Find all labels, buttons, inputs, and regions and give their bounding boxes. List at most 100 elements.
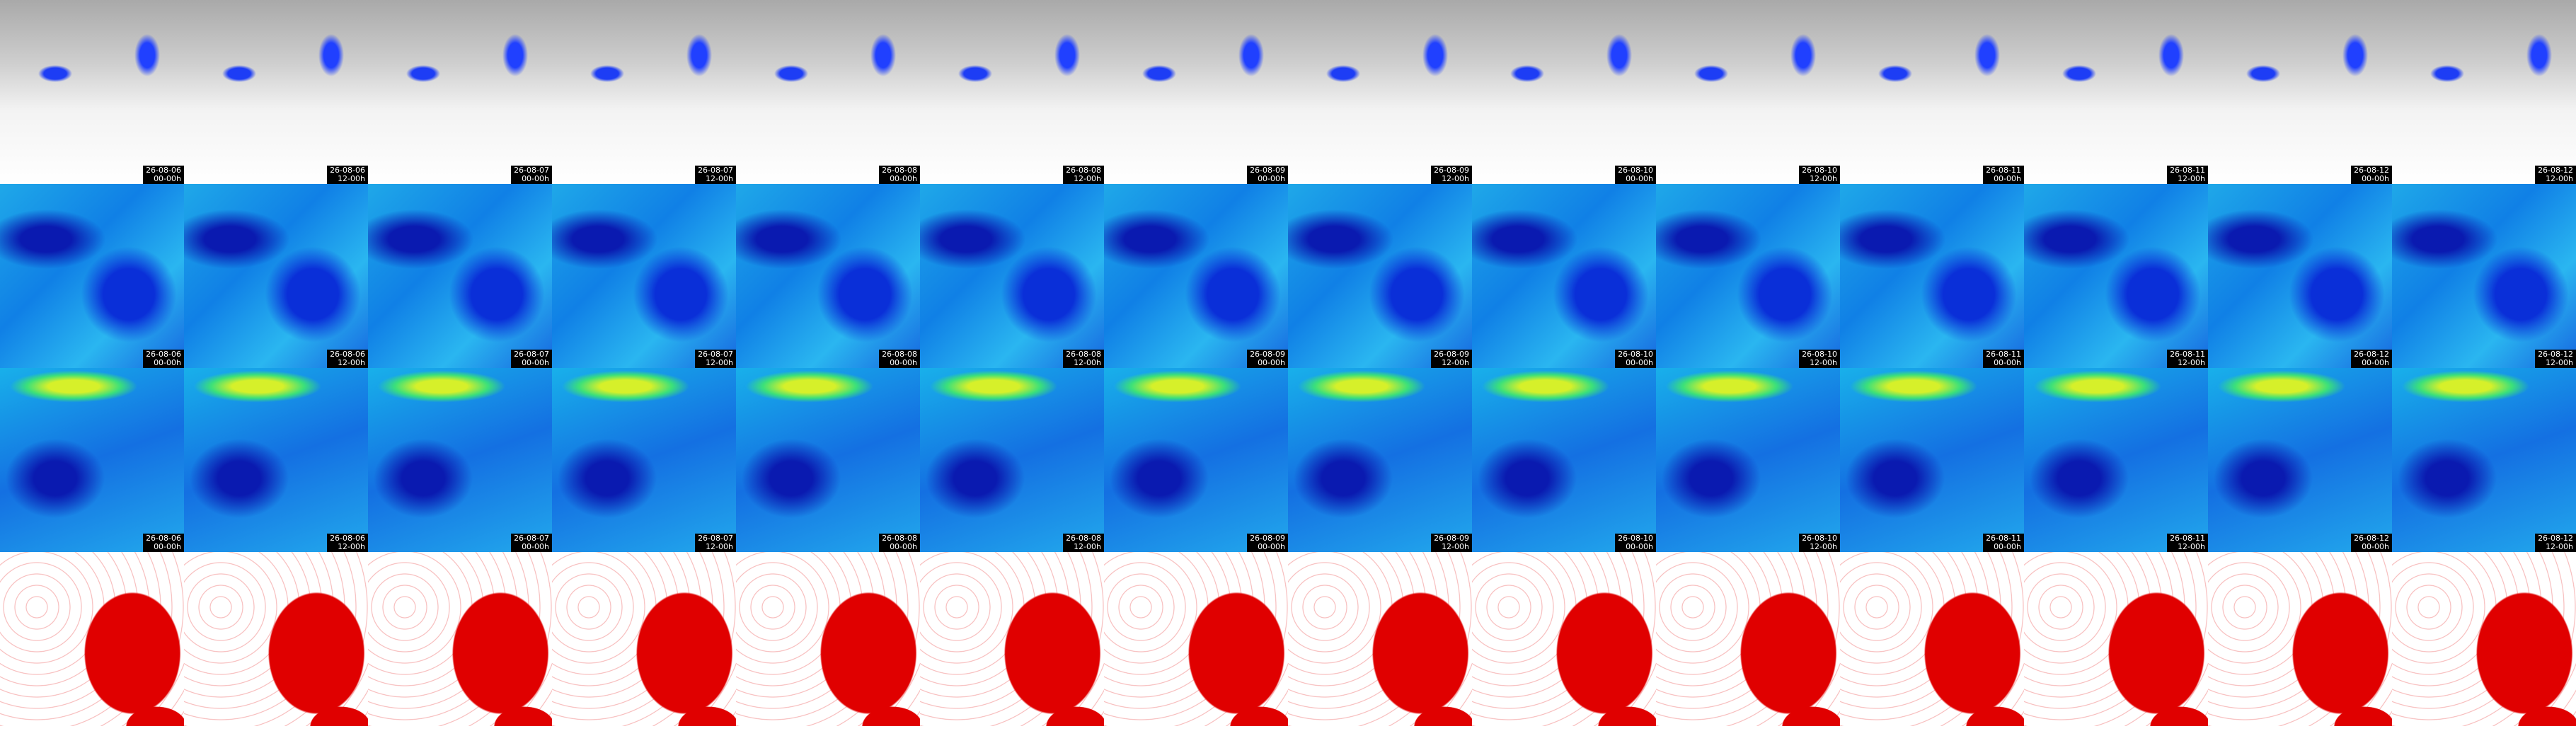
footer-strip [1656, 726, 1840, 736]
satellite-map: 26-08-10 00-00h [1472, 0, 1656, 184]
wind-gust-map: 26-08-09 00-00h [1104, 368, 1288, 552]
timestamp-date: 26-08-11 [1986, 350, 2021, 359]
timestamp-date: 26-08-10 [1618, 534, 1653, 543]
timestamp-date: 26-08-12 [2354, 166, 2389, 175]
timestamp-label: 26-08-10 00-00h [1615, 166, 1656, 184]
satellite-map: 26-08-09 00-00h [1104, 0, 1288, 184]
timestamp-date: 26-08-10 [1618, 350, 1653, 359]
timestamp-date: 26-08-06 [330, 534, 365, 543]
timestamp-label: 26-08-11 12-00h [2167, 534, 2208, 552]
timestamp-label: 26-08-08 00-00h [879, 534, 920, 552]
footer-strip [736, 726, 920, 736]
wind-gust-map: 26-08-06 12-00h [184, 368, 368, 552]
timestamp-time: 12-00h [1442, 542, 1469, 551]
timestamp-label: 26-08-06 12-00h [327, 534, 368, 552]
timestamp-time: 12-00h [338, 358, 365, 367]
pressure-map [1656, 552, 1840, 736]
timestamp-label: 26-08-07 12-00h [695, 350, 736, 368]
timestamp-label: 26-08-11 00-00h [1983, 350, 2024, 368]
timestamp-time: 00-00h [1994, 542, 2021, 551]
timestamp-time: 00-00h [1258, 358, 1285, 367]
timestamp-time: 00-00h [1994, 358, 2021, 367]
timestamp-time: 00-00h [154, 358, 181, 367]
timestamp-date: 26-08-08 [1066, 534, 1101, 543]
timestamp-label: 26-08-09 00-00h [1247, 534, 1288, 552]
footer-strip [2392, 726, 2576, 736]
timestamp-date: 26-08-06 [146, 350, 181, 359]
timestamp-label: 26-08-11 12-00h [2167, 166, 2208, 184]
timestamp-time: 00-00h [890, 542, 917, 551]
timestamp-date: 26-08-07 [698, 166, 733, 175]
timestamp-label: 26-08-07 00-00h [511, 350, 552, 368]
wind-map: 26-08-07 12-00h [552, 184, 736, 368]
timestamp-date: 26-08-12 [2538, 534, 2573, 543]
timestamp-date: 26-08-07 [514, 350, 549, 359]
pressure-map [2208, 552, 2392, 736]
timestamp-time: 12-00h [338, 542, 365, 551]
timestamp-date: 26-08-06 [146, 534, 181, 543]
satellite-map: 26-08-10 12-00h [1656, 0, 1840, 184]
timestamp-date: 26-08-11 [2170, 350, 2205, 359]
satellite-map: 26-08-06 00-00h [0, 0, 184, 184]
timestamp-time: 00-00h [154, 174, 181, 183]
timestamp-date: 26-08-09 [1434, 534, 1469, 543]
timestamp-date: 26-08-08 [882, 350, 917, 359]
timestamp-label: 26-08-12 00-00h [2351, 534, 2392, 552]
timestamp-time: 12-00h [2546, 542, 2573, 551]
footer-strip [2024, 726, 2208, 736]
wind-gust-map: 26-08-09 12-00h [1288, 368, 1472, 552]
wind-gust-map: 26-08-11 12-00h [2024, 368, 2208, 552]
timestamp-time: 00-00h [1258, 174, 1285, 183]
timestamp-date: 26-08-12 [2538, 350, 2573, 359]
footer-strip [1840, 726, 2024, 736]
timestamp-date: 26-08-12 [2354, 534, 2389, 543]
satellite-map: 26-08-12 00-00h [2208, 0, 2392, 184]
timestamp-date: 26-08-09 [1434, 166, 1469, 175]
timestamp-label: 26-08-10 00-00h [1615, 350, 1656, 368]
satellite-map: 26-08-08 00-00h [736, 0, 920, 184]
timestamp-time: 12-00h [1074, 542, 1101, 551]
timestamp-time: 12-00h [1442, 358, 1469, 367]
timestamp-time: 12-00h [2178, 542, 2205, 551]
timestamp-time: 12-00h [1810, 542, 1837, 551]
timestamp-time: 12-00h [338, 174, 365, 183]
timestamp-label: 26-08-10 00-00h [1615, 534, 1656, 552]
timestamp-date: 26-08-06 [146, 166, 181, 175]
wind-map: 26-08-11 12-00h [2024, 184, 2208, 368]
pressure-map [184, 552, 368, 736]
satellite-map: 26-08-08 12-00h [920, 0, 1104, 184]
timestamp-label: 26-08-12 00-00h [2351, 350, 2392, 368]
timestamp-date: 26-08-11 [2170, 166, 2205, 175]
timestamp-label: 26-08-12 12-00h [2535, 166, 2576, 184]
timestamp-label: 26-08-08 12-00h [1063, 534, 1104, 552]
satellite-map: 26-08-09 12-00h [1288, 0, 1472, 184]
timestamp-label: 26-08-07 12-00h [695, 166, 736, 184]
timestamp-time: 12-00h [2178, 358, 2205, 367]
timestamp-time: 12-00h [706, 542, 733, 551]
timestamp-date: 26-08-08 [882, 166, 917, 175]
wind-gust-map: 26-08-08 12-00h [920, 368, 1104, 552]
timestamp-time: 12-00h [1810, 358, 1837, 367]
wind-map: 26-08-07 00-00h [368, 184, 552, 368]
wind-map: 26-08-06 00-00h [0, 184, 184, 368]
timestamp-date: 26-08-11 [2170, 534, 2205, 543]
wind-gust-map: 26-08-07 12-00h [552, 368, 736, 552]
pressure-map [368, 552, 552, 736]
wind-map: 26-08-12 00-00h [2208, 184, 2392, 368]
timestamp-label: 26-08-10 12-00h [1799, 350, 1840, 368]
wind-gust-map: 26-08-10 00-00h [1472, 368, 1656, 552]
timestamp-label: 26-08-07 12-00h [695, 534, 736, 552]
timestamp-time: 00-00h [522, 542, 549, 551]
timestamp-date: 26-08-06 [330, 350, 365, 359]
timestamp-time: 00-00h [890, 174, 917, 183]
timestamp-label: 26-08-09 00-00h [1247, 166, 1288, 184]
timestamp-time: 12-00h [2178, 174, 2205, 183]
timestamp-date: 26-08-09 [1434, 350, 1469, 359]
footer-strip [0, 726, 184, 736]
wind-map: 26-08-06 12-00h [184, 184, 368, 368]
timestamp-time: 00-00h [2362, 174, 2389, 183]
timestamp-time: 12-00h [1074, 358, 1101, 367]
satellite-map: 26-08-06 12-00h [184, 0, 368, 184]
